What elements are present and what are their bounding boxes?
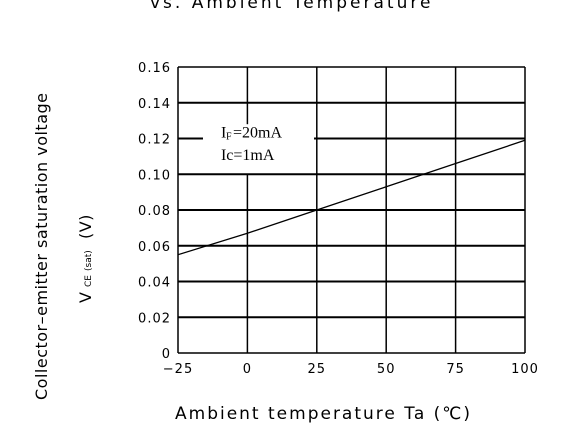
annotation-if: I [221, 125, 226, 142]
annotation-if-subscript: F [226, 131, 232, 142]
x-tick-label: 50 [377, 362, 396, 377]
y-tick-label: 0.16 [138, 61, 171, 76]
y-axis-symbol-sub-sat: (sat) [84, 250, 94, 271]
series-line [177, 139, 526, 256]
y-tick-label: 0 [162, 347, 171, 362]
y-axis-unit: (V) [76, 214, 95, 239]
y-tick-label: 0.02 [138, 311, 171, 326]
y-axis-label: Collector–emitter saturation voltage [32, 92, 51, 400]
y-axis-symbol-sub-ce: CE [84, 275, 94, 287]
x-tick-label: −25 [163, 362, 193, 377]
x-tick-label: 25 [308, 362, 327, 377]
y-tick-label: 0.12 [138, 133, 171, 148]
y-tick-label: 0.10 [138, 168, 171, 183]
x-axis-label: Ambient temperature Ta (℃) [175, 404, 472, 424]
y-tick-label: 0.08 [138, 204, 171, 219]
annotation-if-value: =20mA [233, 125, 282, 142]
x-tick-label: 100 [511, 362, 539, 377]
x-tick-label: 75 [446, 362, 465, 377]
y-tick-label: 0.14 [138, 97, 171, 112]
chart-title: vs. Ambient Temperature [150, 0, 433, 13]
y-tick-label: 0.06 [138, 240, 171, 255]
y-axis-symbol: V CE (sat) (V) [76, 214, 95, 303]
x-tick-label: 0 [243, 362, 252, 377]
annotation-ic: Ic=1mA [221, 147, 275, 164]
y-axis-symbol-v: V [76, 292, 95, 303]
plot-area: 00.020.040.060.080.100.120.140.16−25 0 25 5… [138, 61, 539, 377]
y-tick-label: 0.04 [138, 276, 171, 291]
